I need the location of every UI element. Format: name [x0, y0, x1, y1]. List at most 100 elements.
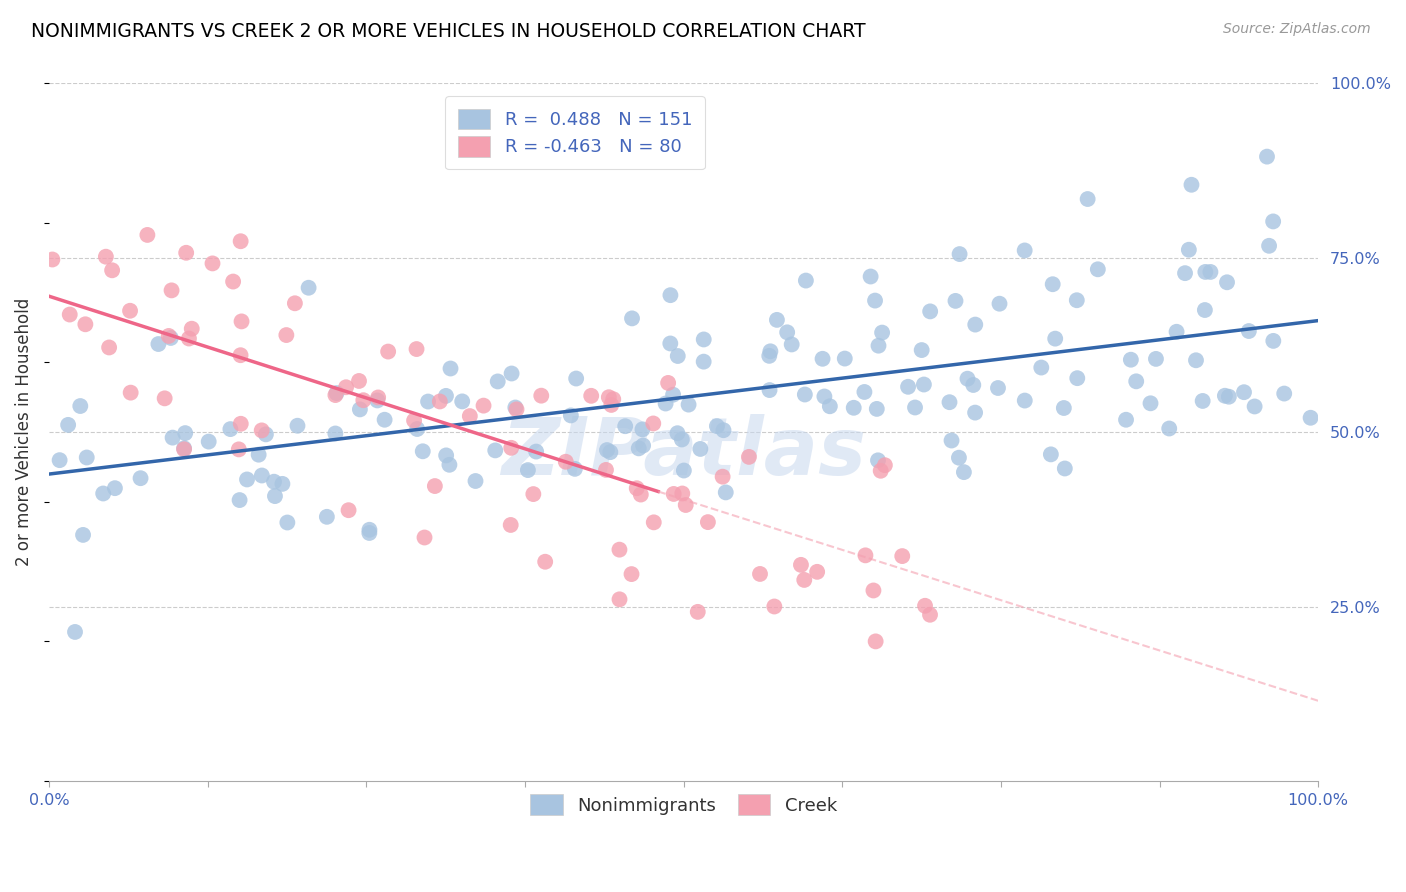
- Point: [349, 402, 371, 417]
- Point: [98, 341, 121, 355]
- Point: [1031, 360, 1053, 375]
- Point: [359, 523, 381, 537]
- Point: [626, 481, 648, 495]
- Point: [284, 296, 307, 310]
- Point: [1042, 277, 1064, 292]
- Point: [599, 445, 621, 459]
- Point: [247, 448, 270, 462]
- Point: [793, 387, 815, 401]
- Point: [671, 486, 693, 500]
- Point: [271, 476, 294, 491]
- Point: [254, 427, 277, 442]
- Point: [862, 583, 884, 598]
- Point: [956, 372, 979, 386]
- Point: [325, 426, 347, 441]
- Point: [560, 409, 582, 423]
- Point: [516, 463, 538, 477]
- Point: [627, 442, 650, 456]
- Point: [672, 463, 695, 477]
- Point: [1185, 353, 1208, 368]
- Point: [1237, 324, 1260, 338]
- Point: [367, 391, 389, 405]
- Point: [1199, 265, 1222, 279]
- Point: [219, 422, 242, 436]
- Legend: Nonimmigrants, Creek: Nonimmigrants, Creek: [522, 785, 846, 824]
- Point: [229, 417, 252, 431]
- Point: [987, 381, 1010, 395]
- Point: [948, 247, 970, 261]
- Point: [1263, 334, 1285, 348]
- Point: [953, 465, 976, 479]
- Point: [228, 442, 250, 457]
- Point: [91, 486, 114, 500]
- Point: [201, 256, 224, 270]
- Point: [229, 234, 252, 248]
- Point: [794, 274, 817, 288]
- Point: [120, 303, 142, 318]
- Text: Source: ZipAtlas.com: Source: ZipAtlas.com: [1223, 22, 1371, 37]
- Point: [1243, 400, 1265, 414]
- Point: [59, 308, 82, 322]
- Point: [534, 555, 557, 569]
- Point: [904, 401, 927, 415]
- Point: [484, 443, 506, 458]
- Point: [865, 634, 887, 648]
- Point: [458, 409, 481, 423]
- Point: [602, 392, 624, 407]
- Point: [174, 245, 197, 260]
- Y-axis label: 2 or more Vehicles in Household: 2 or more Vehicles in Household: [15, 298, 32, 566]
- Point: [69, 399, 91, 413]
- Point: [1066, 293, 1088, 308]
- Point: [662, 387, 685, 401]
- Point: [173, 442, 195, 457]
- Point: [1039, 447, 1062, 461]
- Point: [439, 361, 461, 376]
- Point: [554, 455, 576, 469]
- Point: [1115, 413, 1137, 427]
- Point: [75, 318, 97, 332]
- Point: [962, 378, 984, 392]
- Point: [263, 475, 285, 489]
- Point: [366, 393, 388, 408]
- Point: [1216, 275, 1239, 289]
- Point: [711, 469, 734, 483]
- Point: [1178, 243, 1201, 257]
- Point: [228, 493, 250, 508]
- Point: [501, 441, 523, 455]
- Point: [287, 418, 309, 433]
- Point: [173, 442, 195, 456]
- Point: [1077, 192, 1099, 206]
- Point: [689, 442, 711, 456]
- Point: [1194, 303, 1216, 318]
- Point: [231, 314, 253, 328]
- Point: [738, 450, 761, 464]
- Point: [620, 567, 643, 582]
- Point: [834, 351, 856, 366]
- Point: [609, 592, 631, 607]
- Point: [813, 389, 835, 403]
- Point: [41, 252, 63, 267]
- Point: [659, 336, 682, 351]
- Point: [914, 599, 936, 613]
- Point: [598, 390, 620, 404]
- Point: [177, 332, 200, 346]
- Point: [1045, 332, 1067, 346]
- Point: [912, 377, 935, 392]
- Point: [1159, 421, 1181, 435]
- Point: [264, 489, 287, 503]
- Point: [1213, 389, 1236, 403]
- Point: [160, 284, 183, 298]
- Point: [866, 453, 889, 467]
- Point: [811, 351, 834, 366]
- Point: [337, 503, 360, 517]
- Point: [621, 311, 644, 326]
- Point: [662, 487, 685, 501]
- Point: [505, 401, 527, 415]
- Point: [868, 339, 890, 353]
- Point: [423, 479, 446, 493]
- Point: [486, 375, 509, 389]
- Point: [596, 443, 619, 458]
- Point: [229, 348, 252, 362]
- Point: [643, 516, 665, 530]
- Point: [250, 424, 273, 438]
